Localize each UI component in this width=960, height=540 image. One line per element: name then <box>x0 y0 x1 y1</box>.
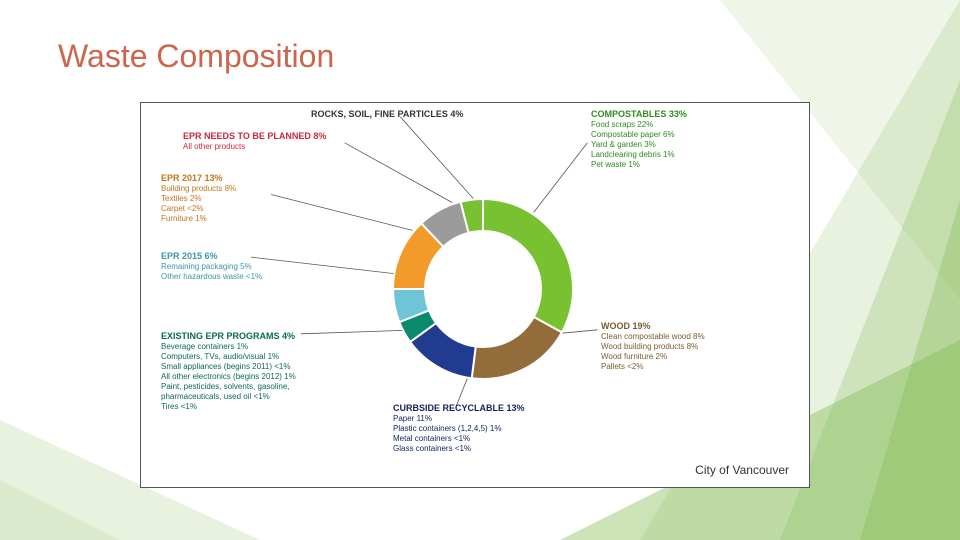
category-curbside: CURBSIDE RECYCLABLE 13%Paper 11%Plastic … <box>393 403 525 454</box>
category-item: Textiles 2% <box>161 194 236 204</box>
category-item: Clean compostable wood 8% <box>601 332 705 342</box>
chart-frame: COMPOSTABLES 33%Food scraps 22%Compostab… <box>140 102 810 488</box>
category-item: Paper 11% <box>393 414 525 424</box>
category-header: EPR 2017 13% <box>161 173 236 184</box>
category-header: EPR NEEDS TO BE PLANNED 8% <box>183 131 326 142</box>
category-item: Computers, TVs, audio/visual 1% <box>161 352 296 362</box>
category-item: Carpet <2% <box>161 204 236 214</box>
category-header: CURBSIDE RECYCLABLE 13% <box>393 403 525 414</box>
category-item: Small appliances (begins 2011) <1% <box>161 362 296 372</box>
category-epr_2017: EPR 2017 13%Building products 8%Textiles… <box>161 173 236 224</box>
source-label: City of Vancouver <box>695 463 789 477</box>
category-item: Tires <1% <box>161 402 296 412</box>
category-item: Furniture 1% <box>161 214 236 224</box>
category-item: Pet waste 1% <box>591 160 687 170</box>
category-item: Food scraps 22% <box>591 120 687 130</box>
donut-chart <box>389 195 577 383</box>
category-item: Landclearing debris 1% <box>591 150 687 160</box>
category-header: ROCKS, SOIL, FINE PARTICLES 4% <box>311 109 463 120</box>
category-item: Wood furniture 2% <box>601 352 705 362</box>
category-header: COMPOSTABLES 33% <box>591 109 687 120</box>
category-item: Plastic containers (1,2,4,5) 1% <box>393 424 525 434</box>
category-item: Pallets <2% <box>601 362 705 372</box>
page-title: Waste Composition <box>58 38 334 75</box>
category-item: Paint, pesticides, solvents, gasoline, <box>161 382 296 392</box>
category-epr_2015: EPR 2015 6%Remaining packaging 5%Other h… <box>161 251 262 282</box>
category-existing_epr: EXISTING EPR PROGRAMS 4%Beverage contain… <box>161 331 296 412</box>
category-header: EPR 2015 6% <box>161 251 262 262</box>
category-item: Wood building products 8% <box>601 342 705 352</box>
category-item: Remaining packaging 5% <box>161 262 262 272</box>
category-header: WOOD 19% <box>601 321 705 332</box>
donut-segment-wood <box>472 317 562 379</box>
category-wood: WOOD 19%Clean compostable wood 8%Wood bu… <box>601 321 705 372</box>
category-item: Glass containers <1% <box>393 444 525 454</box>
donut-segment-compostables <box>483 199 573 332</box>
category-rocks_soil: ROCKS, SOIL, FINE PARTICLES 4% <box>311 109 463 120</box>
category-compostables: COMPOSTABLES 33%Food scraps 22%Compostab… <box>591 109 687 170</box>
category-item: pharmaceuticals, used oil <1% <box>161 392 296 402</box>
category-epr_planned: EPR NEEDS TO BE PLANNED 8%All other prod… <box>183 131 326 152</box>
category-item: Metal containers <1% <box>393 434 525 444</box>
category-item: Beverage containers 1% <box>161 342 296 352</box>
category-item: All other products <box>183 142 326 152</box>
category-item: Compostable paper 6% <box>591 130 687 140</box>
category-item: All other electronics (begins 2012) 1% <box>161 372 296 382</box>
category-item: Other hazardous waste <1% <box>161 272 262 282</box>
category-item: Building products 8% <box>161 184 236 194</box>
category-item: Yard & garden 3% <box>591 140 687 150</box>
category-header: EXISTING EPR PROGRAMS 4% <box>161 331 296 342</box>
